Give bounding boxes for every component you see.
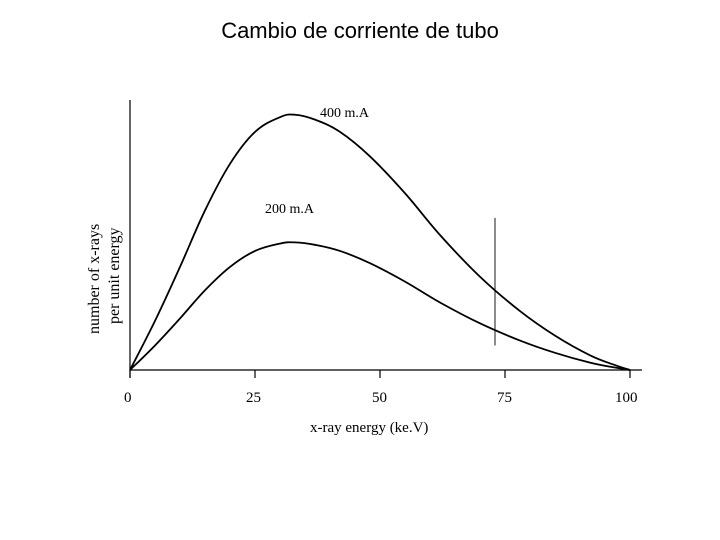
curve-200mA	[130, 242, 630, 370]
page-title: Cambio de corriente de tubo	[0, 18, 720, 44]
plot-svg	[60, 100, 660, 430]
curve-label-400ma: 400 m.A	[320, 106, 369, 122]
xtick-75: 75	[497, 390, 512, 407]
curve-400mA	[130, 114, 630, 370]
y-axis-label-2: per unit energy	[88, 227, 142, 340]
curve-label-200ma: 200 m.A	[265, 202, 314, 218]
xtick-100: 100	[615, 390, 638, 407]
xtick-0: 0	[124, 390, 132, 407]
xtick-50: 50	[372, 390, 387, 407]
xtick-25: 25	[246, 390, 261, 407]
y-axis-label-line2: per unit energy	[106, 227, 123, 324]
xray-spectrum-chart: number of x-rays per unit energy 0 25 50…	[60, 100, 660, 500]
x-axis-label: x-ray energy (ke.V)	[310, 420, 428, 437]
